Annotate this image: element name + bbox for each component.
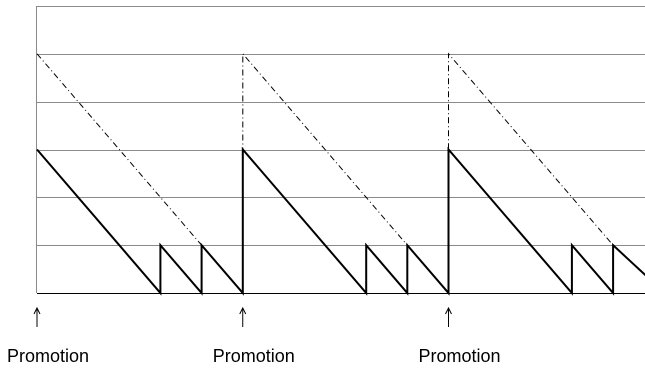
- promotion-label-3: Promotion: [418, 346, 500, 366]
- annotation-layer: Promotion Promotion Promotion: [7, 306, 501, 366]
- series-dashed-line: [36, 52, 645, 295]
- promotion-label-1: Promotion: [7, 346, 89, 366]
- series-layer: [36, 52, 645, 296]
- promotion-arrow-head-3: [445, 306, 452, 315]
- grid-layer: [36, 6, 645, 294]
- promotion-arrow-head-2: [239, 306, 247, 315]
- promotion-arrow-head-1: [33, 306, 41, 315]
- promotion-label-2: Promotion: [213, 346, 295, 366]
- series-solid-line: [36, 146, 645, 296]
